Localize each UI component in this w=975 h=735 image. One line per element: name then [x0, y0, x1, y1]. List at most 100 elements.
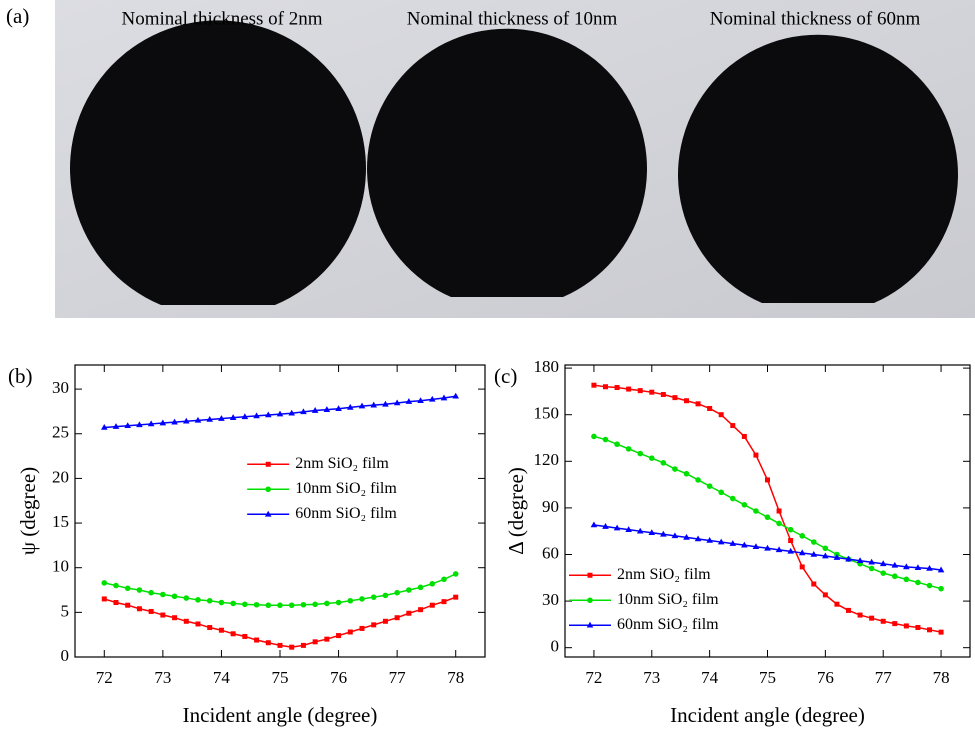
marker	[891, 573, 898, 580]
marker	[242, 601, 248, 608]
marker	[195, 597, 201, 603]
marker	[845, 555, 852, 562]
x-tick-label: 74	[213, 668, 231, 687]
marker	[741, 433, 747, 439]
marker	[113, 582, 119, 589]
marker	[602, 436, 609, 443]
marker	[182, 417, 190, 424]
marker	[289, 644, 295, 650]
y-tick-label: 180	[534, 357, 560, 376]
marker	[914, 564, 922, 570]
marker	[346, 403, 354, 410]
marker	[194, 416, 202, 423]
caption: Nominal thickness of 2nm	[121, 8, 322, 29]
caption: Nominal thickness of 10nm	[407, 8, 618, 29]
marker	[903, 576, 910, 583]
marker	[648, 529, 656, 536]
marker	[626, 386, 632, 392]
legend-label: 2nm SiO₂ film	[295, 455, 389, 472]
marker	[649, 389, 655, 395]
y-tick-label: 60	[542, 543, 559, 562]
marker	[148, 589, 154, 596]
marker	[207, 625, 213, 631]
marker	[312, 601, 318, 608]
x-tick-label: 77	[875, 668, 893, 687]
x-tick-label: 78	[447, 668, 464, 687]
marker	[799, 564, 805, 570]
y-tick-label: 15	[52, 512, 69, 531]
marker	[602, 523, 609, 529]
marker	[230, 600, 236, 607]
y-tick-label: 30	[542, 590, 559, 609]
legend-label: 10nm SiO₂ film	[617, 591, 719, 608]
marker	[324, 600, 330, 607]
marker	[915, 579, 921, 586]
marker	[218, 415, 225, 421]
marker	[300, 642, 306, 648]
marker	[242, 633, 248, 639]
marker	[324, 636, 330, 642]
marker	[171, 418, 178, 425]
legend-label: 60nm SiO₂ film	[295, 505, 397, 522]
marker	[300, 408, 307, 415]
marker	[417, 397, 424, 404]
marker	[429, 602, 435, 608]
marker	[752, 543, 760, 550]
marker	[265, 602, 272, 609]
wafer	[366, 28, 647, 298]
marker	[937, 566, 945, 573]
marker	[113, 600, 119, 606]
marker	[614, 441, 620, 448]
marker	[938, 629, 944, 635]
marker	[671, 532, 679, 539]
marker	[336, 633, 342, 639]
marker	[394, 615, 400, 621]
x-tick-label: 75	[272, 668, 289, 687]
marker	[787, 526, 794, 533]
marker	[206, 415, 214, 422]
marker	[441, 599, 447, 605]
marker	[684, 398, 689, 404]
marker	[591, 433, 597, 440]
y-tick-label: 5	[61, 601, 70, 620]
panel-label: (c)	[494, 364, 517, 388]
marker	[787, 547, 794, 554]
marker	[440, 394, 448, 401]
marker	[799, 533, 806, 539]
y-tick-label: 0	[61, 646, 70, 665]
marker	[613, 524, 621, 531]
marker	[229, 414, 237, 420]
y-axis-title: Δ (degree)	[504, 467, 528, 555]
marker	[822, 552, 829, 559]
marker	[276, 410, 284, 417]
marker	[218, 599, 225, 606]
marker	[625, 526, 632, 532]
marker	[856, 557, 864, 564]
marker	[300, 601, 307, 608]
marker	[428, 395, 436, 402]
marker	[172, 615, 178, 621]
y-tick-label: 20	[52, 467, 69, 486]
marker	[869, 615, 875, 621]
wafer	[678, 34, 959, 303]
marker	[672, 466, 678, 472]
marker	[822, 545, 829, 552]
marker	[811, 581, 817, 587]
marker	[695, 401, 701, 407]
marker	[903, 623, 909, 629]
marker	[417, 584, 424, 591]
marker	[382, 592, 389, 599]
marker	[833, 554, 841, 560]
y-tick-label: 0	[551, 637, 560, 656]
marker	[253, 601, 260, 608]
legend-marker	[586, 621, 594, 628]
marker	[406, 587, 412, 593]
y-tick-label: 150	[534, 404, 560, 423]
marker	[371, 622, 377, 628]
marker	[265, 640, 271, 646]
marker	[452, 571, 459, 577]
marker	[636, 527, 644, 534]
marker	[171, 593, 178, 600]
marker	[370, 594, 377, 600]
